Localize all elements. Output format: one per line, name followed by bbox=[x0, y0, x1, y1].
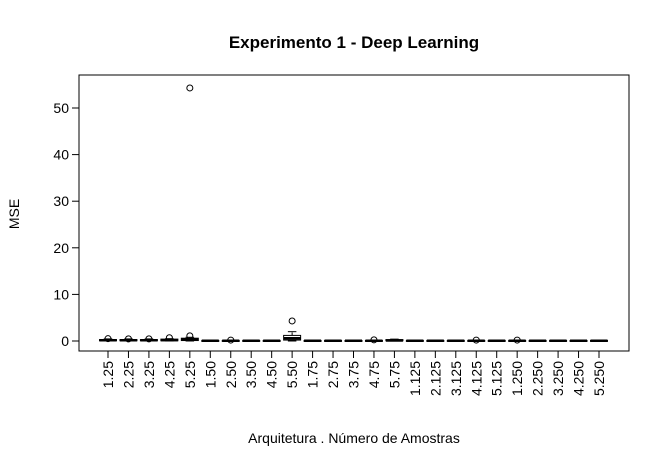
x-axis-label: Arquitetura . Número de Amostras bbox=[248, 430, 460, 446]
x-tick-label: 5.25 bbox=[182, 361, 198, 388]
box-1.25 bbox=[99, 335, 117, 343]
outlier-point bbox=[513, 336, 521, 344]
box-4.75 bbox=[364, 336, 383, 344]
box-3.75 bbox=[344, 339, 363, 343]
box-1.250 bbox=[508, 336, 527, 344]
x-tick-label: 2.50 bbox=[223, 361, 239, 388]
y-tick-label: 20 bbox=[53, 240, 69, 256]
y-tick-label: 50 bbox=[53, 100, 69, 116]
outlier-point bbox=[124, 335, 132, 343]
x-tick-label: 4.125 bbox=[468, 361, 484, 396]
x-tick-label: 1.250 bbox=[509, 361, 525, 396]
box-1.50 bbox=[201, 339, 220, 343]
box-1.75 bbox=[303, 339, 322, 343]
x-axis: 1.25 2.25 3.25 4.25 5.25 1.50 2.50 3.50 4.50 5.50… bbox=[100, 350, 607, 396]
outlier-point bbox=[370, 336, 378, 344]
x-tick-label: 3.50 bbox=[243, 361, 259, 388]
box-5.250 bbox=[590, 339, 608, 343]
box-5.75 bbox=[385, 338, 404, 342]
box-3.125 bbox=[446, 339, 465, 343]
box-1.125 bbox=[405, 339, 424, 343]
x-tick-label: 2.125 bbox=[427, 361, 443, 396]
y-tick-label: 40 bbox=[53, 147, 69, 163]
x-tick-label: 1.25 bbox=[100, 361, 116, 388]
x-tick-label: 2.25 bbox=[120, 361, 136, 388]
box-2.250 bbox=[528, 339, 547, 343]
x-tick-label: 2.250 bbox=[530, 361, 546, 396]
x-tick-label: 2.75 bbox=[325, 361, 341, 388]
x-tick-label: 3.250 bbox=[550, 361, 566, 396]
box-2.50 bbox=[221, 336, 240, 344]
box-2.25 bbox=[119, 335, 138, 343]
y-axis-label: MSE bbox=[6, 199, 22, 229]
x-tick-label: 5.75 bbox=[386, 361, 402, 388]
outlier-point bbox=[186, 84, 194, 92]
y-tick-label: 0 bbox=[61, 333, 69, 349]
box-4.125 bbox=[467, 336, 486, 344]
outlier-point bbox=[104, 335, 112, 343]
x-tick-label: 5.250 bbox=[591, 361, 607, 396]
x-tick-label: 5.125 bbox=[489, 361, 505, 396]
box-2.75 bbox=[324, 339, 343, 343]
outlier-point bbox=[165, 334, 173, 342]
outlier-point bbox=[472, 336, 480, 344]
box-4.250 bbox=[569, 339, 588, 343]
x-tick-label: 4.25 bbox=[161, 361, 177, 388]
chart-title: Experimento 1 - Deep Learning bbox=[229, 33, 479, 52]
box-4.25 bbox=[160, 334, 179, 342]
x-tick-label: 1.75 bbox=[305, 361, 321, 388]
x-tick-label: 3.125 bbox=[448, 361, 464, 396]
y-axis: 0 10 20 30 40 50 bbox=[53, 100, 80, 349]
box-5.50 bbox=[283, 317, 302, 342]
box-3.25 bbox=[139, 335, 158, 343]
boxplot-series bbox=[99, 84, 608, 344]
box-5.25 bbox=[180, 84, 199, 342]
box-3.50 bbox=[242, 339, 261, 343]
x-tick-label: 5.50 bbox=[284, 361, 300, 388]
y-tick-label: 10 bbox=[53, 286, 69, 302]
x-tick-label: 1.125 bbox=[407, 361, 423, 396]
outlier-point bbox=[288, 317, 296, 325]
x-tick-label: 3.25 bbox=[141, 361, 157, 388]
outlier-point bbox=[186, 332, 194, 340]
box-2.125 bbox=[426, 339, 445, 343]
x-tick-label: 4.75 bbox=[366, 361, 382, 388]
box-3.250 bbox=[549, 339, 568, 343]
x-tick-label: 4.250 bbox=[571, 361, 587, 396]
x-tick-label: 3.75 bbox=[346, 361, 362, 388]
x-tick-label: 1.50 bbox=[202, 361, 218, 388]
y-tick-label: 30 bbox=[53, 193, 69, 209]
x-tick-label: 4.50 bbox=[264, 361, 280, 388]
box-4.50 bbox=[262, 339, 281, 343]
outlier-point bbox=[145, 335, 153, 343]
outlier-point bbox=[227, 336, 235, 344]
box-5.125 bbox=[487, 339, 506, 343]
